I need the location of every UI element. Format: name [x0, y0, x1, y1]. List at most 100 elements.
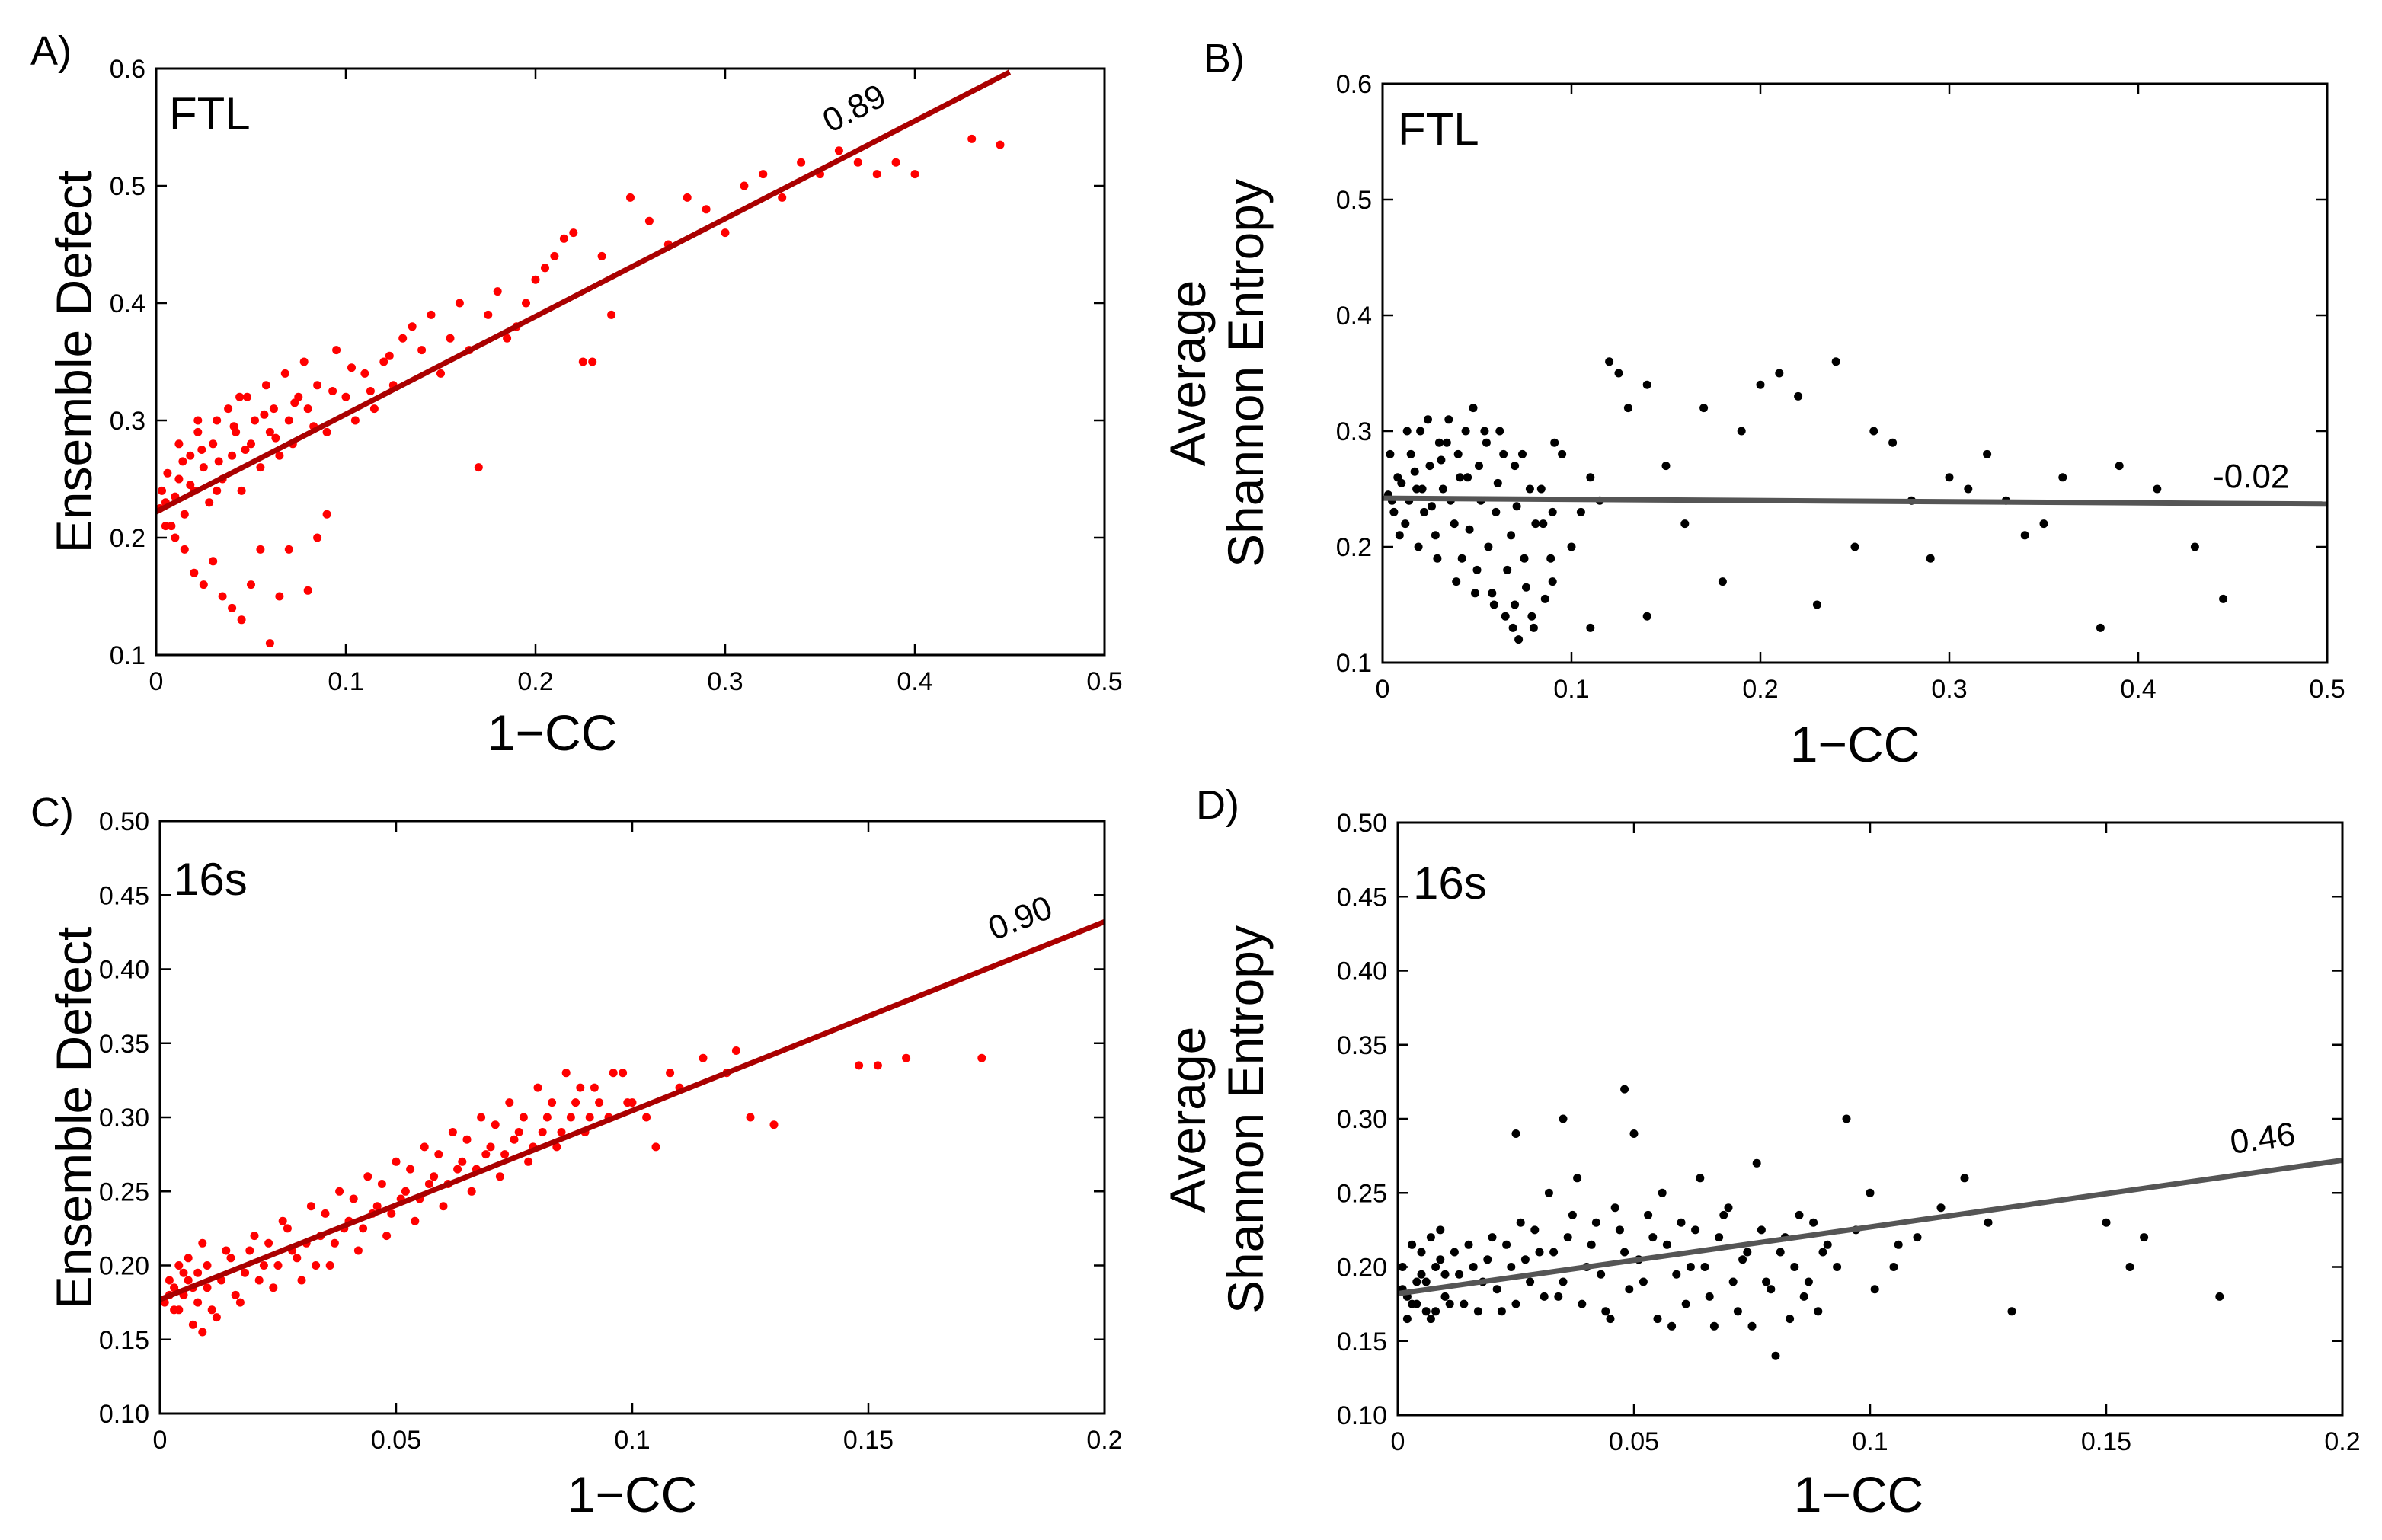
data-point: [1757, 1225, 1766, 1235]
data-point: [184, 1254, 193, 1263]
data-point: [644, 216, 654, 225]
data-point: [193, 427, 203, 436]
y-tick-label: 0.40: [99, 956, 149, 985]
x-tick-label: 0.5: [2309, 675, 2345, 704]
data-point: [1639, 1277, 1648, 1286]
data-point: [1539, 519, 1548, 529]
data-point: [226, 1254, 235, 1263]
data-point: [1709, 1321, 1719, 1331]
panel-letter: B): [1204, 36, 1245, 81]
data-point: [1662, 1240, 1671, 1249]
data-point: [322, 510, 331, 519]
data-point: [1475, 462, 1483, 471]
data-point: [1507, 531, 1516, 540]
x-tick-label: 0.05: [1609, 1427, 1659, 1456]
data-point: [1705, 1292, 1714, 1301]
data-point: [1794, 391, 1803, 401]
y-tick-label: 0.25: [1337, 1179, 1387, 1208]
y-tick-label: 0.10: [99, 1400, 149, 1429]
data-point: [179, 1268, 188, 1277]
data-point: [474, 463, 483, 472]
y-tick-label: 0.1: [1336, 649, 1372, 678]
data-point: [1625, 1285, 1634, 1294]
data-point: [1520, 1255, 1530, 1264]
data-point: [313, 533, 322, 542]
x-axis-label: 1−CC: [568, 1466, 698, 1522]
data-point: [1586, 623, 1595, 632]
data-point: [387, 1209, 396, 1218]
data-point: [1455, 1270, 1464, 1279]
data-point: [235, 1298, 245, 1307]
data-point: [1493, 478, 1502, 487]
data-point: [193, 1298, 203, 1307]
data-point: [1546, 554, 1555, 563]
data-point: [522, 299, 530, 308]
data-point: [372, 1202, 382, 1211]
data-point: [1457, 554, 1466, 563]
data-point: [254, 1276, 264, 1285]
data-point: [1421, 1277, 1431, 1286]
data-point: [1450, 519, 1459, 529]
data-point: [213, 486, 222, 495]
data-point: [1563, 1233, 1572, 1242]
data-point: [1473, 1307, 1482, 1316]
data-point: [1440, 1270, 1450, 1279]
data-point: [209, 557, 218, 566]
data-point: [218, 592, 227, 601]
y-tick-label: 0.50: [99, 807, 149, 836]
data-point: [247, 580, 255, 589]
data-point: [2219, 594, 2228, 603]
data-point: [1397, 478, 1406, 487]
data-point: [853, 158, 862, 167]
data-point: [1502, 1240, 1511, 1249]
data-point: [237, 615, 246, 625]
data-point: [265, 639, 274, 648]
x-tick-label: 0.5: [1086, 667, 1122, 696]
data-point: [411, 1216, 420, 1225]
data-point: [455, 299, 464, 308]
y-axis-label-line: Shannon Entropy: [1217, 179, 1274, 567]
plot-frame: [158, 820, 1106, 1415]
x-tick-label: 0.3: [707, 667, 743, 696]
y-tick-label: 0.45: [99, 881, 149, 910]
data-point: [467, 1187, 476, 1196]
data-point: [1661, 462, 1671, 471]
data-point: [542, 1113, 552, 1122]
y-axis-label: AverageShannon Entropy: [1159, 179, 1274, 567]
data-point: [1489, 600, 1498, 609]
data-point: [170, 1305, 179, 1315]
panel-letter: D): [1196, 782, 1239, 828]
data-point: [1418, 484, 1427, 494]
data-point: [609, 1069, 618, 1078]
data-point: [1642, 612, 1651, 621]
data-point: [261, 381, 270, 390]
data-point: [2102, 1218, 2111, 1227]
data-point: [1425, 462, 1434, 471]
data-point: [1667, 1321, 1677, 1331]
x-tick-label: 0: [1391, 1427, 1405, 1456]
data-point: [1936, 1203, 1946, 1213]
data-point: [1530, 1225, 1540, 1235]
data-point: [1818, 1248, 1827, 1257]
data-point: [366, 387, 375, 395]
data-point: [1472, 565, 1482, 574]
y-axis-label: Ensemble Defect: [46, 927, 102, 1310]
data-point: [477, 1113, 486, 1122]
data-point: [1522, 583, 1530, 592]
data-point: [967, 134, 977, 143]
data-point: [721, 228, 730, 238]
data-point: [275, 451, 284, 460]
y-axis-label-line: Average: [1159, 1027, 1216, 1213]
data-point: [363, 1172, 372, 1181]
data-point: [1437, 455, 1446, 465]
data-point: [1426, 1233, 1435, 1242]
data-point: [299, 357, 309, 366]
y-axis-label-line: Ensemble Defect: [46, 171, 102, 554]
y-tick-label: 0.4: [110, 289, 145, 318]
data-point: [174, 474, 184, 484]
data-point: [1629, 1129, 1639, 1138]
data-point: [290, 398, 299, 407]
data-point: [1426, 1315, 1435, 1324]
data-point: [2140, 1233, 2149, 1242]
data-point: [1795, 1210, 1804, 1219]
